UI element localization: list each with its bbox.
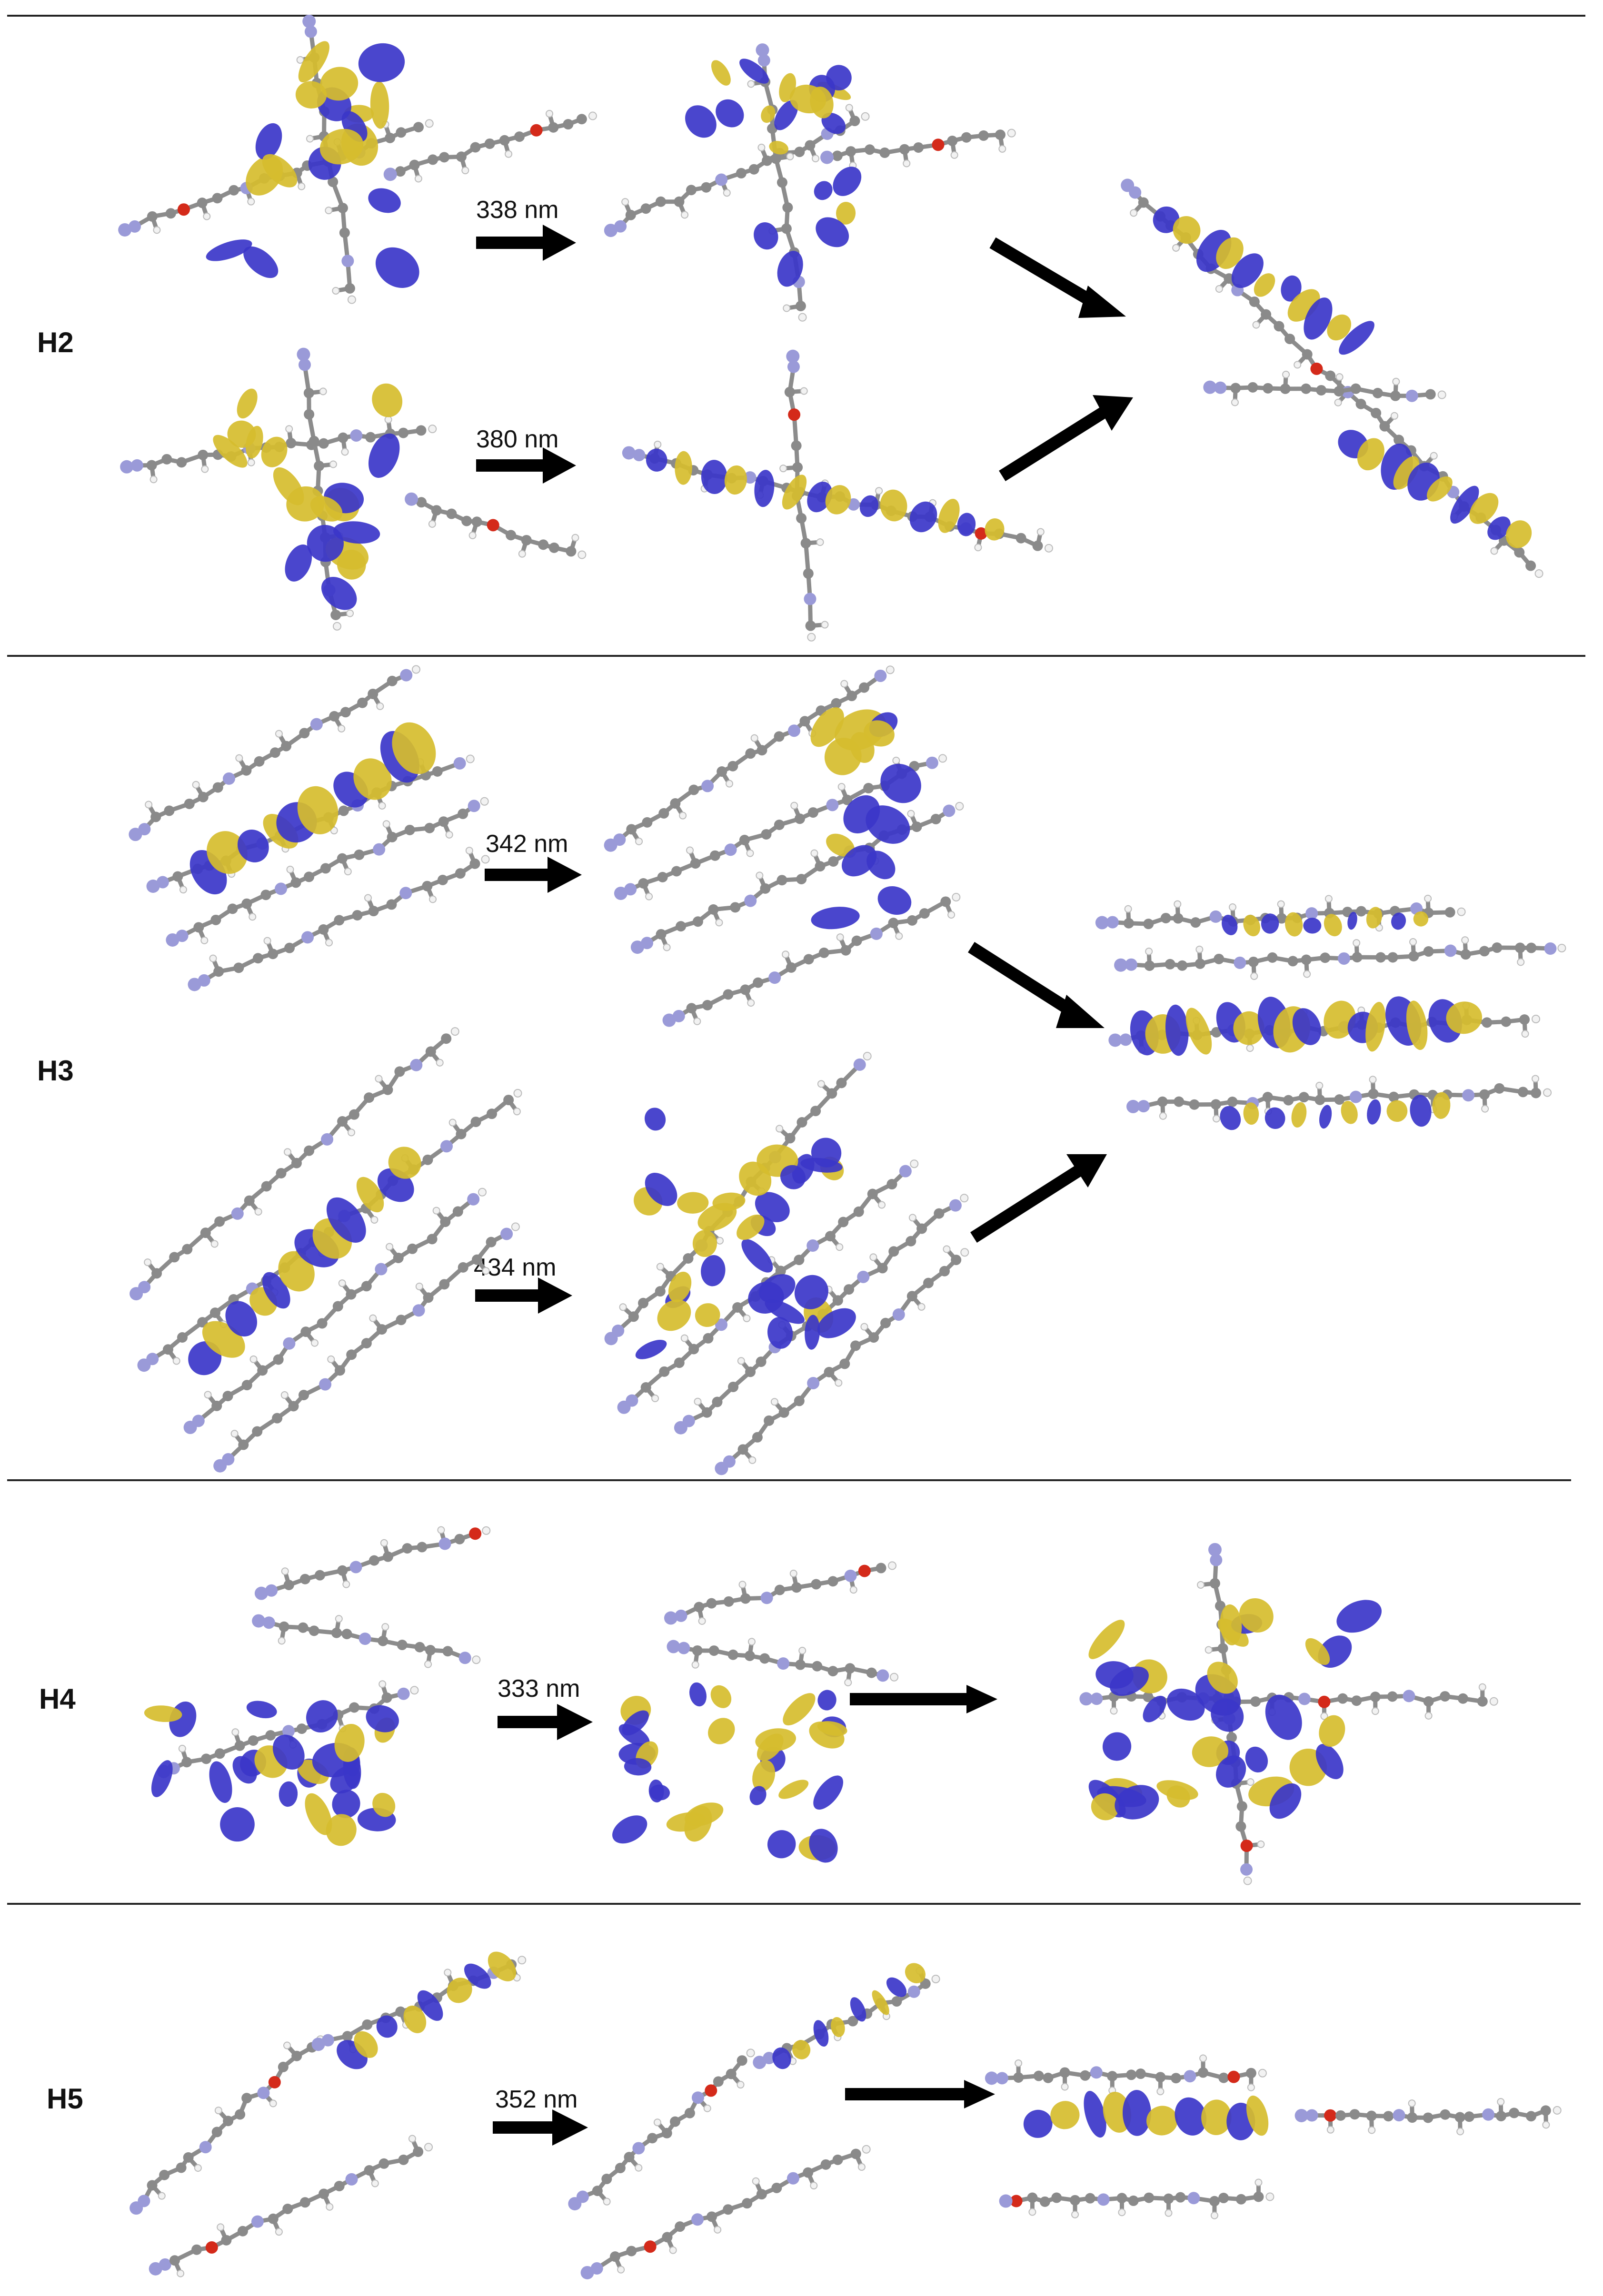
panel-label-h2: H2 — [37, 327, 74, 358]
molecule-h4-final — [1079, 1543, 1498, 1885]
molecule-h2-excited-upper — [604, 43, 1016, 322]
arrow-h2-diagonal-down — [989, 237, 1126, 318]
molecule-h3-final — [1095, 894, 1566, 1130]
arrow-h4-right — [850, 1685, 997, 1713]
arrow-h3-upper — [485, 857, 582, 893]
arrow-h2-lower — [476, 447, 576, 484]
panel-label-h4: H4 — [39, 1683, 76, 1715]
arrow-h3-diagonal-up — [970, 1154, 1107, 1243]
molecule-h3-ground-lower — [129, 1027, 522, 1473]
arrow-h2-upper — [476, 225, 576, 261]
wavelength-label-h2-lower: 380 nm — [476, 426, 558, 453]
molecule-h5-excited — [568, 1963, 940, 2279]
wavelength-label-h4: 333 nm — [498, 1675, 580, 1702]
arrow-h5-right — [845, 2080, 995, 2108]
arrow-h4-left — [498, 1704, 593, 1740]
panel-label-h5: H5 — [47, 2083, 83, 2115]
molecule-h3-excited-upper — [604, 665, 964, 1027]
arrow-h3-lower — [475, 1277, 572, 1314]
molecule-h2-final — [1121, 178, 1543, 578]
molecule-h5-ground — [129, 1951, 527, 2277]
wavelength-label-h3-upper: 342 nm — [486, 830, 568, 858]
molecule-h4-excited — [612, 1561, 899, 1863]
arrow-h3-diagonal-down — [968, 942, 1105, 1028]
arrow-h2-diagonal-up — [999, 395, 1133, 482]
molecule-h2-ground-upper — [118, 14, 597, 304]
molecule-h3-excited-lower — [604, 1052, 969, 1475]
molecule-h3-ground-upper — [129, 665, 490, 991]
molecular-orbital-renderings — [118, 14, 1566, 2279]
panel-label-h3: H3 — [37, 1055, 74, 1087]
molecule-h4-ground — [144, 1526, 491, 1846]
molecule-h2-excited-lower — [622, 349, 1053, 642]
arrow-h5-left — [493, 2109, 588, 2146]
molecule-h5-final — [985, 2054, 1562, 2219]
wavelength-label-h2-upper: 338 nm — [476, 196, 558, 224]
wavelength-label-h5: 352 nm — [495, 2086, 577, 2113]
molecule-h2-ground-lower — [120, 347, 587, 631]
